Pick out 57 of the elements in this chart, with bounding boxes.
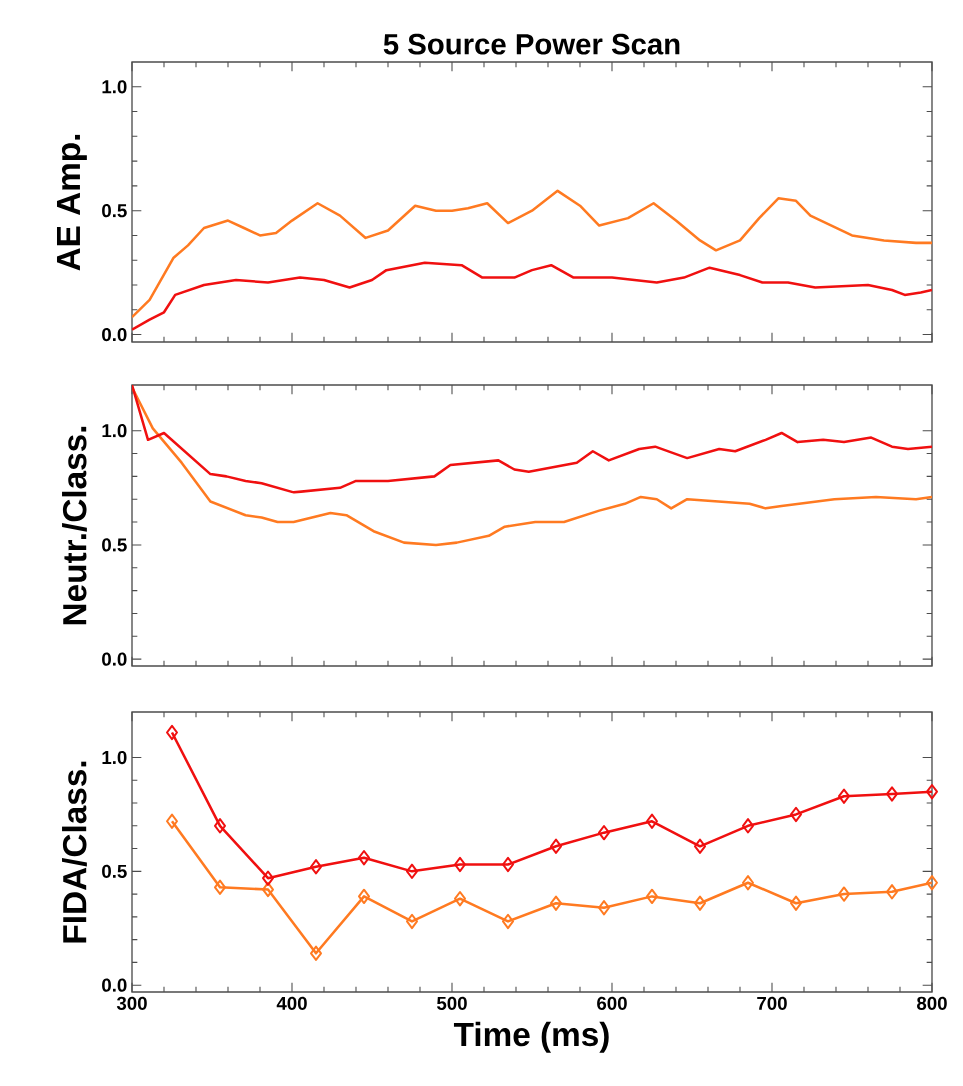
point (502, 913, 514, 930)
point (790, 895, 802, 911)
y-tick-label: 0.0 (102, 652, 127, 666)
point (646, 813, 658, 829)
point (694, 838, 706, 854)
y-axis-title: Neutr./Class. (62, 426, 87, 625)
point (838, 886, 850, 902)
point (166, 813, 178, 829)
point (550, 895, 562, 911)
line-series (132, 385, 932, 494)
y-tick-label: 0.0 (102, 978, 127, 992)
y-tick-label: 0.5 (102, 864, 127, 878)
x-tick-label: 500 (436, 996, 467, 1010)
point (214, 818, 226, 834)
point (598, 900, 610, 916)
x-tick-label: 400 (276, 996, 307, 1010)
x-axis-title: Time (ms) (453, 1021, 609, 1053)
point (741, 818, 754, 834)
point (838, 788, 850, 804)
point (502, 856, 514, 873)
point (598, 824, 610, 841)
y-tick-label: 0.0 (102, 327, 127, 342)
point (214, 879, 226, 895)
point (790, 806, 802, 823)
line-series (132, 261, 932, 331)
point (310, 945, 322, 961)
x-tick-label: 600 (597, 996, 627, 1010)
x-tick-label: 700 (757, 996, 787, 1010)
y-tick-label: 0.5 (102, 204, 127, 218)
point (454, 856, 466, 873)
point (310, 859, 322, 875)
point (741, 875, 754, 891)
point (694, 895, 706, 911)
point (262, 870, 274, 886)
point (406, 913, 418, 930)
x-tick-label: 800 (917, 996, 947, 1010)
point (926, 784, 938, 800)
chart-title: 5 Source Power Scan (383, 33, 680, 55)
point (550, 838, 562, 854)
point (926, 875, 938, 891)
y-tick-label: 1.0 (102, 80, 127, 94)
y-axis-title: AE Amp. (57, 134, 87, 271)
x-tick-label: 300 (116, 996, 147, 1010)
y-tick-label: 1.0 (102, 424, 127, 438)
point (646, 888, 658, 905)
point (454, 891, 466, 907)
point (166, 724, 178, 741)
y-tick-label: 1.0 (102, 750, 127, 765)
y-axis-title: FIDA/Class. (62, 761, 87, 943)
point (358, 850, 370, 866)
line-series (132, 189, 932, 319)
y-tick-label: 0.5 (102, 538, 127, 552)
point (262, 881, 274, 898)
point (885, 786, 898, 802)
point (885, 884, 898, 900)
point (358, 888, 370, 905)
point (406, 863, 418, 880)
